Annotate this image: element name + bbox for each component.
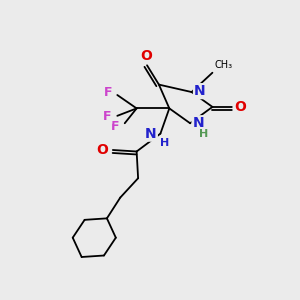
Text: F: F [111, 120, 120, 133]
Text: F: F [104, 85, 112, 98]
Text: CH₃: CH₃ [215, 60, 233, 70]
Text: N: N [194, 84, 206, 98]
Text: O: O [234, 100, 246, 114]
Text: H: H [199, 129, 208, 139]
Text: N: N [193, 116, 204, 130]
Text: N: N [145, 127, 157, 141]
Text: H: H [160, 138, 170, 148]
Text: O: O [140, 49, 152, 63]
Text: O: O [96, 143, 108, 157]
Text: F: F [103, 110, 111, 123]
